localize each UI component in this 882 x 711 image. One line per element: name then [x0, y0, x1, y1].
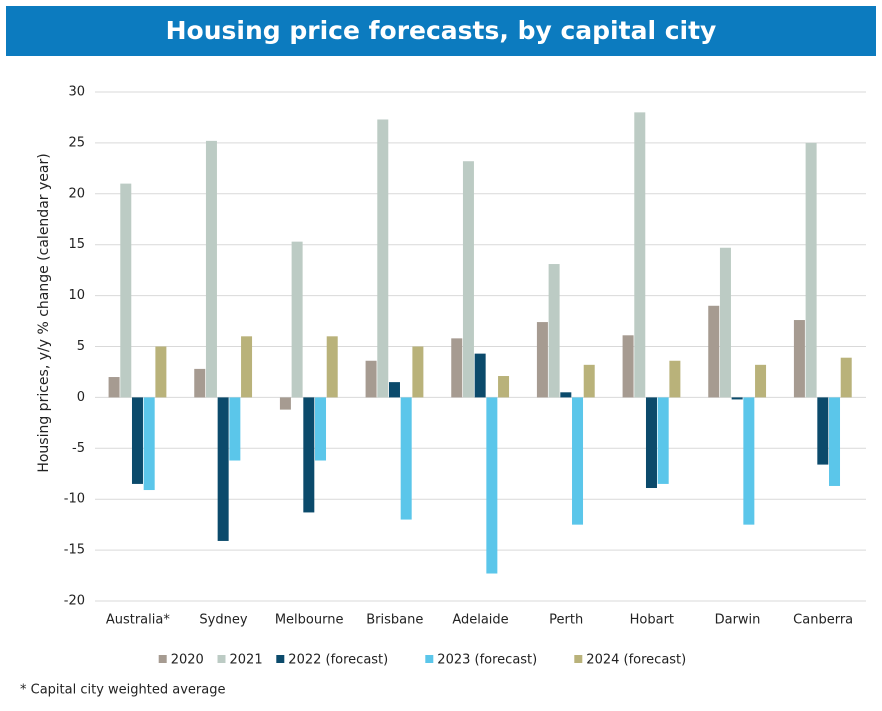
bar	[400, 397, 412, 520]
legend-label: 2023 (forecast)	[437, 653, 537, 668]
bar	[840, 357, 852, 398]
bar	[143, 397, 155, 491]
x-tick-label: Brisbane	[366, 613, 423, 628]
y-tick-label: 20	[68, 186, 85, 201]
bar	[451, 338, 463, 398]
bar	[279, 397, 291, 410]
y-tick-label: 25	[68, 135, 85, 150]
legend-label: 2021	[230, 653, 263, 668]
y-tick-label: 10	[68, 288, 85, 303]
bar	[131, 397, 143, 484]
bar	[486, 397, 498, 574]
bar	[731, 397, 743, 400]
chart-title: Housing price forecasts, by capital city	[166, 16, 717, 45]
bar	[572, 397, 584, 525]
y-tick-label: -10	[64, 492, 85, 507]
bar	[412, 346, 424, 398]
legend-label: 2022 (forecast)	[288, 653, 388, 668]
legend-label: 2020	[171, 653, 204, 668]
bar	[657, 397, 669, 484]
bar	[669, 360, 681, 398]
bar	[817, 397, 829, 465]
x-tick-label: Adelaide	[452, 613, 508, 628]
y-tick-label: 5	[77, 339, 85, 354]
y-tick-label: 30	[68, 85, 85, 100]
bar	[229, 397, 241, 461]
legend-label: 2024 (forecast)	[586, 653, 686, 668]
legend-swatch	[574, 655, 583, 663]
bar	[388, 382, 400, 398]
bar	[365, 360, 377, 398]
bar	[719, 247, 731, 398]
bar	[377, 119, 389, 398]
legend-swatch	[217, 655, 226, 663]
bar	[155, 346, 167, 398]
x-tick-label: Darwin	[715, 613, 761, 628]
bar	[560, 392, 572, 398]
y-tick-label: 0	[77, 390, 85, 405]
bar	[315, 397, 327, 461]
bar	[583, 364, 595, 398]
y-tick-label: -20	[64, 594, 85, 609]
bar	[498, 376, 510, 398]
bar	[536, 322, 548, 398]
bar	[645, 397, 657, 489]
bar	[291, 241, 303, 398]
legend-swatch	[158, 655, 167, 663]
y-axis-label: Housing prices, y/y % change (calendar y…	[36, 153, 52, 472]
bar	[474, 353, 486, 398]
bar	[805, 142, 817, 398]
x-tick-label: Sydney	[199, 613, 247, 628]
bar	[108, 377, 120, 398]
bar	[829, 397, 841, 486]
bar	[634, 112, 646, 398]
bar	[326, 336, 338, 398]
bar	[462, 161, 474, 398]
y-tick-label: -15	[64, 543, 85, 558]
y-tick-label: -5	[72, 441, 85, 456]
x-tick-label: Canberra	[793, 613, 853, 628]
bar	[743, 397, 755, 525]
x-tick-label: Perth	[549, 613, 583, 628]
bar	[194, 368, 206, 398]
bar	[205, 140, 217, 398]
bar	[755, 364, 767, 398]
legend-swatch	[276, 655, 285, 663]
bar	[793, 320, 805, 398]
bar	[622, 335, 634, 398]
x-tick-label: Australia*	[106, 613, 171, 628]
bar	[217, 397, 229, 541]
x-tick-label: Hobart	[630, 613, 674, 628]
footnote: * Capital city weighted average	[20, 683, 225, 698]
bar	[708, 305, 720, 398]
legend-swatch	[425, 655, 434, 663]
bar	[548, 264, 560, 398]
bar	[120, 183, 132, 398]
x-tick-label: Melbourne	[275, 613, 344, 628]
bar	[303, 397, 315, 513]
title-banner	[6, 6, 876, 56]
bar	[241, 336, 253, 398]
y-tick-label: 15	[68, 237, 85, 252]
